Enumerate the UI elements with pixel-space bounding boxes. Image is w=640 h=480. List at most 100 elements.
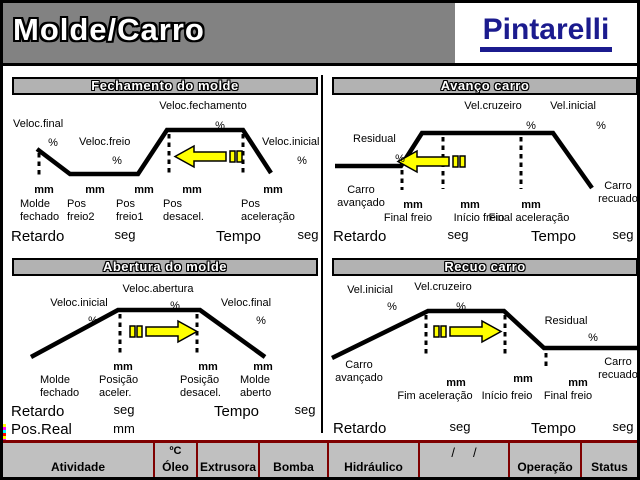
footer-button-hidraulico[interactable]: Hidráulico <box>329 443 420 477</box>
tempo-label: Tempo <box>214 403 260 420</box>
column-divider <box>321 75 323 433</box>
unit-percent: % <box>526 120 536 132</box>
tempo-label: Tempo <box>531 420 577 437</box>
label-residual: Residual <box>353 133 396 145</box>
position-label: Final aceleração <box>488 212 570 224</box>
unit-percent: % <box>596 120 606 132</box>
velocity-profile-chart <box>331 308 637 367</box>
position-marker-dashes <box>118 314 199 355</box>
position-label: Pos freio2 <box>67 198 95 223</box>
footer-button-oleo[interactable]: ºC Óleo <box>155 443 198 477</box>
retardo-label: Retardo <box>11 228 65 245</box>
unit-mm: mm <box>198 361 218 373</box>
footer-date-field[interactable]: / / <box>420 443 510 477</box>
footer-button-bomba[interactable]: Bomba <box>260 443 329 477</box>
unit-mm: mm <box>134 184 154 196</box>
position-label: Final freio <box>383 212 433 224</box>
unit-mm: mm <box>113 361 133 373</box>
position-label: Molde fechado <box>20 198 60 223</box>
label-vel-inicial: Vel.inicial <box>550 100 596 112</box>
screen-artifact <box>3 424 6 442</box>
panel-title: Fechamento do molde <box>12 77 318 95</box>
label-vel-cruzeiro: Vel.cruzeiro <box>464 100 522 112</box>
unit-percent: % <box>256 315 266 327</box>
footer-button-label: Óleo <box>162 460 189 474</box>
position-label: Pos freio1 <box>116 198 144 223</box>
footer-button-bar: Atividade ºC Óleo Extrusora Bomba Hidráu… <box>3 440 637 477</box>
unit-seg: seg <box>114 227 136 242</box>
title-bar: Molde/Carro Pintarelli <box>3 3 637 66</box>
endpoint-label-carro-avancado: Carro avançado <box>335 359 383 384</box>
brand-logo: Pintarelli <box>479 14 613 52</box>
position-label: Pos desacel. <box>163 198 204 223</box>
unit-seg: seg <box>449 419 471 434</box>
label-veloc-final: Veloc.final <box>13 118 64 130</box>
label-veloc-abertura: Veloc.abertura <box>122 283 194 295</box>
panel-title: Avanço carro <box>332 77 637 95</box>
footer-button-atividade[interactable]: Atividade <box>3 443 155 477</box>
position-label: Início freio <box>481 390 533 402</box>
label-veloc-final: Veloc.final <box>220 297 272 309</box>
velocity-profile-line <box>29 307 267 359</box>
unit-seg: seg <box>447 227 469 242</box>
unit-seg: seg <box>113 402 135 417</box>
unit-percent: % <box>456 301 466 313</box>
position-label: Molde aberto <box>240 374 272 399</box>
panel-avanco-carro: Avanço carro Residual % Vel.cruzeiro % V… <box>326 69 638 251</box>
label-residual: Residual <box>544 315 588 327</box>
footer-button-label: Status <box>591 460 628 474</box>
retardo-label: Retardo <box>333 228 387 245</box>
velocity-profile-line <box>35 127 273 177</box>
motion-arrow-left-icon <box>173 144 243 169</box>
endpoint-label-carro-recuado: Carro recuado <box>598 356 638 381</box>
position-marker-dashes <box>424 315 548 367</box>
motion-arrow-right-icon <box>433 319 503 344</box>
unit-seg: seg <box>297 227 319 242</box>
label-vel-inicial: Vel.inicial <box>347 284 393 296</box>
unit-percent: % <box>395 153 405 165</box>
unit-mm: mm <box>403 199 423 211</box>
retardo-label: Retardo <box>11 403 65 420</box>
unit-percent: % <box>588 332 598 344</box>
unit-percent: % <box>387 301 397 313</box>
unit-mm: mm <box>568 377 588 389</box>
page-title: Molde/Carro <box>13 12 205 47</box>
footer-button-extrusora[interactable]: Extrusora <box>198 443 260 477</box>
velocity-profile-line <box>335 130 594 190</box>
unit-mm: mm <box>253 361 273 373</box>
panel-title: Recuo carro <box>332 258 637 276</box>
retardo-label: Retardo <box>333 420 387 437</box>
unit-mm: mm <box>446 377 466 389</box>
label-veloc-inicial: Veloc.inicial <box>50 297 108 309</box>
footer-button-label: Atividade <box>50 460 105 474</box>
footer-button-label: Hidráulico <box>344 460 403 474</box>
unit-percent: % <box>48 137 58 149</box>
velocity-profile-chart <box>35 127 273 177</box>
tempo-label: Tempo <box>216 228 262 245</box>
unit-mm: mm <box>113 421 135 436</box>
footer-button-operacao[interactable]: Operação <box>510 443 582 477</box>
endpoint-label-carro-avancado: Carro avançado <box>337 184 385 209</box>
footer-button-status[interactable]: Status <box>582 443 637 477</box>
brand-logo-box: Pintarelli <box>455 3 637 63</box>
footer-button-label: Bomba <box>273 460 314 474</box>
date-mask: / / <box>451 445 477 460</box>
velocity-profile-line <box>331 308 637 361</box>
motion-arrow-left-icon <box>396 149 466 174</box>
unit-percent: % <box>112 155 122 167</box>
panel-recuo-carro: Recuo carro Vel.inicial % Vel.cruzeiro %… <box>326 251 638 445</box>
pos-real-label: Pos.Real <box>11 421 72 438</box>
position-label: Posição aceler. <box>99 374 139 399</box>
unit-mm: mm <box>460 199 480 211</box>
unit-seg: seg <box>612 227 634 242</box>
panel-title: Abertura do molde <box>12 258 318 276</box>
footer-button-label: Extrusora <box>199 460 257 474</box>
position-marker-dashes <box>37 134 245 177</box>
label-veloc-inicial: Veloc.inicial <box>262 136 320 148</box>
endpoint-label-carro-recuado: Carro recuado <box>598 180 638 205</box>
panel-abertura-molde: Abertura do molde Veloc.abertura % Veloc… <box>6 251 322 445</box>
position-label: Posição desacel. <box>180 374 221 399</box>
footer-button-label: Operação <box>517 460 573 474</box>
unit-seg: seg <box>612 419 634 434</box>
